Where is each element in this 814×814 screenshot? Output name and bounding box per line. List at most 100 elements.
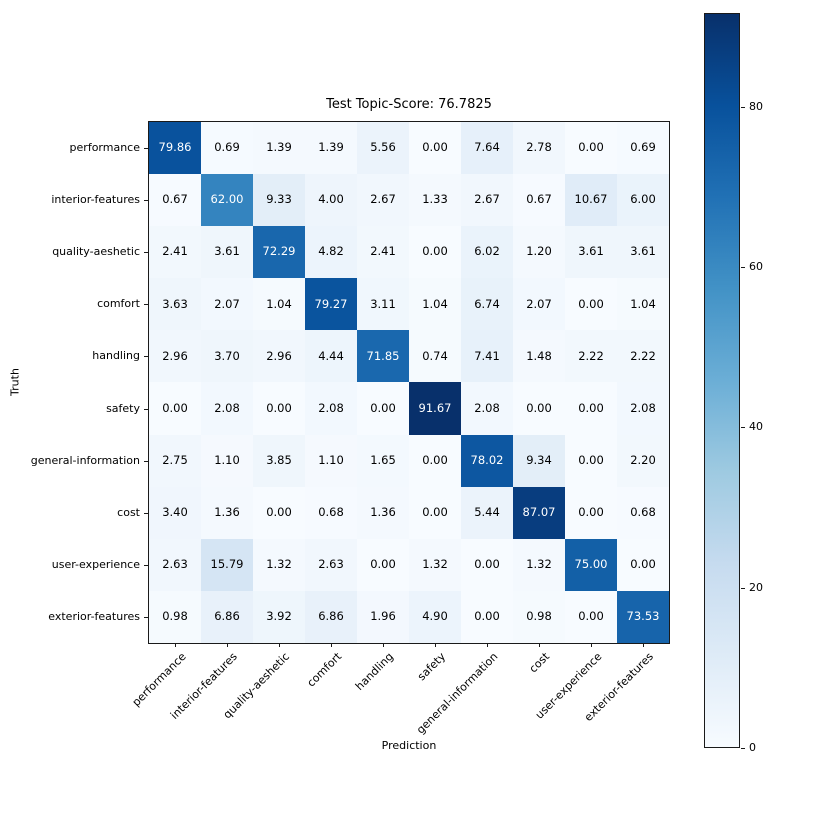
heatmap-cell: 2.96 [253,330,305,383]
y-tick-mark [144,461,148,462]
heatmap-cell: 6.74 [461,278,513,331]
heatmap-cell: 75.00 [565,538,617,591]
heatmap-cell: 1.32 [409,538,461,591]
heatmap-cell: 0.74 [409,330,461,383]
heatmap-cell: 0.00 [461,538,513,591]
heatmap-cell: 1.32 [253,538,305,591]
y-tick-mark [144,304,148,305]
heatmap-cell: 0.68 [617,486,669,539]
x-tick-mark [383,643,384,647]
heatmap-cell: 1.65 [357,434,409,487]
heatmap-cell: 2.08 [617,382,669,435]
heatmap-cell: 71.85 [357,330,409,383]
x-tick-label: cost [526,650,553,676]
heatmap-cell: 0.00 [461,590,513,643]
heatmap-cell: 6.00 [617,174,669,227]
heatmap-cell: 91.67 [409,382,461,435]
heatmap-cell: 2.20 [617,434,669,487]
heatmap-cell: 2.08 [461,382,513,435]
heatmap-cell: 0.00 [357,538,409,591]
heatmap-cell: 0.69 [201,122,253,175]
heatmap-cell: 0.00 [357,382,409,435]
heatmap-cell: 9.33 [253,174,305,227]
heatmap-cell: 2.07 [201,278,253,331]
colorbar-tick-mark [741,107,745,108]
y-tick-mark [144,513,148,514]
colorbar [704,13,740,748]
colorbar-tick-mark [741,588,745,589]
colorbar-tick-mark [741,748,745,749]
colorbar-tick-label: 40 [749,420,763,434]
colorbar-tick-mark [741,267,745,268]
heatmap-cell: 2.63 [305,538,357,591]
y-tick-mark [144,200,148,201]
heatmap-cell: 2.41 [149,226,201,279]
heatmap-cell: 0.00 [409,226,461,279]
heatmap-cell: 1.33 [409,174,461,227]
heatmap-cell: 0.68 [305,486,357,539]
colorbar-tick-mark [741,427,745,428]
heatmap-cell: 2.63 [149,538,201,591]
heatmap-cell: 0.00 [617,538,669,591]
x-tick-label: safety [415,650,449,684]
heatmap-cell: 78.02 [461,434,513,487]
x-tick-mark [539,643,540,647]
heatmap-cell: 7.64 [461,122,513,175]
heatmap-cell: 10.67 [565,174,617,227]
heatmap-cell: 4.90 [409,590,461,643]
heatmap-cell: 2.67 [461,174,513,227]
x-tick-mark [279,643,280,647]
heatmap-cell: 1.04 [253,278,305,331]
heatmap-cell: 1.36 [357,486,409,539]
heatmap-cell: 0.00 [409,122,461,175]
y-tick-label: quality-aeshetic [52,245,140,259]
heatmap-cell: 0.98 [513,590,565,643]
y-tick-label: comfort [97,297,140,311]
chart-title: Test Topic-Score: 76.7825 [326,97,492,112]
colorbar-tick-label: 20 [749,580,763,594]
y-tick-label: performance [69,141,140,155]
heatmap-cell: 3.61 [201,226,253,279]
heatmap-cell: 1.48 [513,330,565,383]
y-tick-label: cost [117,505,140,519]
heatmap-cell: 1.04 [617,278,669,331]
heatmap-cell: 3.70 [201,330,253,383]
y-tick-mark [144,356,148,357]
heatmap-cell: 0.00 [565,590,617,643]
heatmap-cell: 0.00 [253,486,305,539]
heatmap-cell: 1.04 [409,278,461,331]
heatmap-cell: 62.00 [201,174,253,227]
y-axis-label: Truth [8,368,22,396]
x-axis-label: Prediction [381,739,437,752]
x-tick-mark [227,643,228,647]
heatmap-cell: 0.69 [617,122,669,175]
heatmap-cell: 1.39 [305,122,357,175]
heatmap-cell: 1.10 [305,434,357,487]
y-tick-label: user-experience [51,557,140,571]
heatmap-cell: 1.39 [253,122,305,175]
heatmap-cell: 2.08 [305,382,357,435]
heatmap-cell: 0.00 [565,278,617,331]
heatmap-cell: 2.67 [357,174,409,227]
heatmap-cell: 0.67 [149,174,201,227]
x-tick-mark [591,643,592,647]
heatmap-cell: 79.86 [149,122,201,175]
heatmap-cell: 1.36 [201,486,253,539]
heatmap-cell: 0.00 [409,486,461,539]
heatmap-cell: 0.00 [565,434,617,487]
x-tick-mark [643,643,644,647]
heatmap-cell: 7.41 [461,330,513,383]
heatmap-cell: 2.08 [201,382,253,435]
heatmap-cell: 5.44 [461,486,513,539]
heatmap-cell: 6.86 [201,590,253,643]
heatmap-cell: 3.11 [357,278,409,331]
heatmap-cell: 0.00 [565,382,617,435]
heatmap-cell: 0.00 [253,382,305,435]
heatmap-cell: 0.00 [409,434,461,487]
colorbar-gradient [705,14,739,747]
heatmap-cell: 4.44 [305,330,357,383]
heatmap-cell: 0.67 [513,174,565,227]
heatmap-cell: 4.82 [305,226,357,279]
heatmap-cell: 1.32 [513,538,565,591]
